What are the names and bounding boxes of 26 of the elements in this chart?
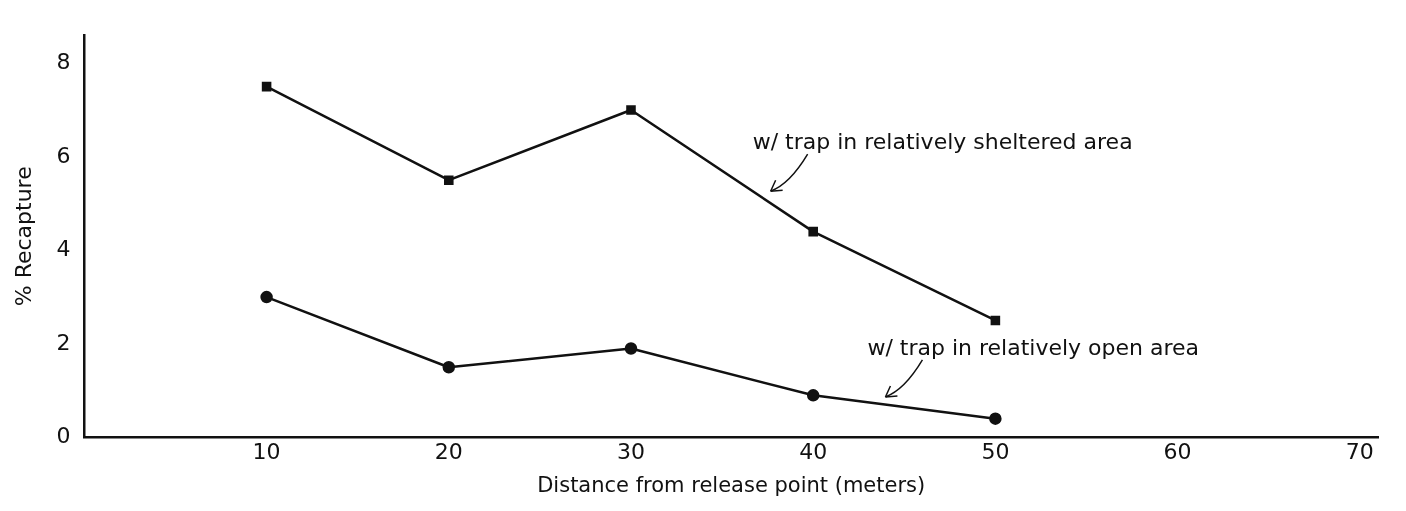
x-tick-label: 50 — [981, 439, 1010, 465]
y-tick-label: 0 — [56, 423, 71, 449]
x-tick-label: 10 — [252, 439, 281, 465]
point — [444, 175, 454, 185]
point — [624, 342, 638, 355]
x-tick-label: 60 — [1163, 439, 1192, 465]
annotation: w/ trap in relatively sheltered area — [752, 128, 1133, 154]
y-tick-label: 2 — [56, 329, 71, 355]
point — [442, 361, 456, 374]
y-tick-label: 8 — [56, 48, 71, 74]
point — [990, 315, 1001, 326]
point — [261, 81, 272, 92]
point — [989, 412, 1002, 425]
y-axis-title: % Recapture — [10, 166, 36, 307]
x-tick-label: 70 — [1345, 439, 1374, 465]
point — [260, 290, 273, 304]
x-axis-title: Distance from release point (meters) — [537, 472, 926, 497]
point — [808, 226, 818, 237]
x-tick-label: 20 — [434, 439, 463, 465]
x-tick-label: 40 — [799, 439, 828, 465]
y-tick-label: 6 — [56, 142, 71, 168]
y-tick-label: 4 — [56, 236, 71, 262]
x-tick-label: 30 — [616, 439, 645, 465]
point — [806, 389, 820, 402]
annotation: w/ trap in relatively open area — [867, 334, 1200, 360]
point — [626, 105, 636, 115]
